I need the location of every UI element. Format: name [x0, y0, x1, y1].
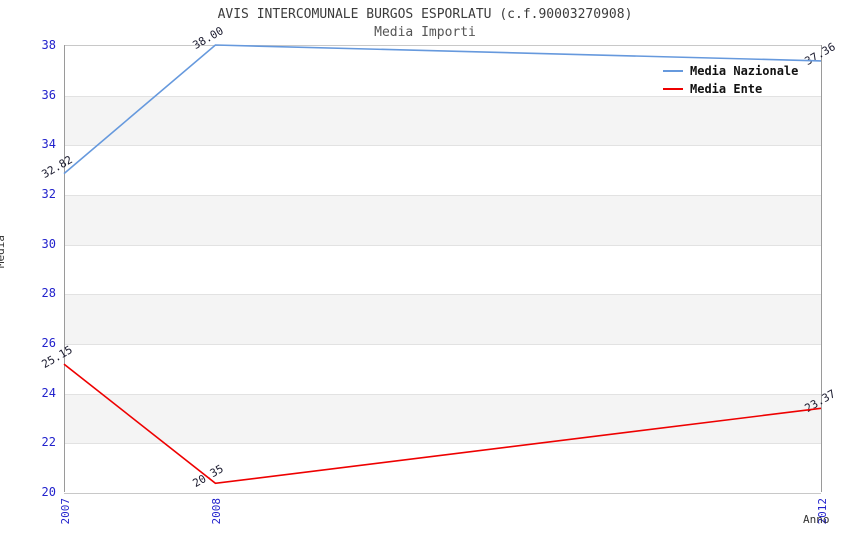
y-tick-label: 34 [41, 137, 56, 152]
y-tick-label: 26 [41, 336, 56, 350]
y-tick-label: 22 [41, 435, 56, 450]
y-tick-label: 28 [41, 286, 56, 301]
gridline [64, 244, 821, 246]
legend: Media Nazionale Media Ente [663, 62, 798, 98]
legend-label-media-nazionale: Media Nazionale [690, 64, 799, 78]
legend-label-media-ente: Media Ente [690, 82, 763, 96]
gridline [64, 344, 821, 345]
legend-item-media-ente[interactable]: Media Ente [663, 80, 798, 98]
x-axis-label: Anno [803, 513, 830, 526]
legend-item-media-nazionale[interactable]: Media Nazionale [663, 62, 798, 80]
zebra-band [64, 294, 821, 344]
x-tick-label: 2008 [210, 498, 224, 525]
y-tick-label: 36 [41, 87, 56, 102]
plot-area [64, 45, 821, 494]
y-tick-label: 32 [41, 187, 56, 201]
y-tick-label: 20 [41, 485, 56, 499]
y-tick-label: 24 [41, 385, 56, 400]
gridline [64, 443, 821, 445]
y-axis-label: Media [0, 234, 8, 269]
gridline [64, 294, 821, 296]
zebra-band [64, 195, 821, 245]
legend-swatch-media-ente [663, 88, 683, 90]
legend-swatch-media-nazionale [663, 70, 683, 72]
y-tick-label: 38 [41, 38, 56, 52]
gridline [64, 195, 821, 196]
gridline [64, 393, 821, 395]
x-tick-label: 2007 [59, 498, 72, 525]
zebra-band [64, 393, 821, 444]
y-axis-line [64, 45, 65, 492]
gridline [64, 145, 821, 147]
y-tick-label: 30 [41, 236, 56, 251]
chart-subtitle: Media Importi [374, 25, 476, 40]
zebra-band [64, 95, 821, 146]
chart-title: AVIS INTERCOMUNALE BURGOS ESPORLATU (c.f… [217, 7, 633, 22]
y-axis-right-line [821, 45, 822, 492]
